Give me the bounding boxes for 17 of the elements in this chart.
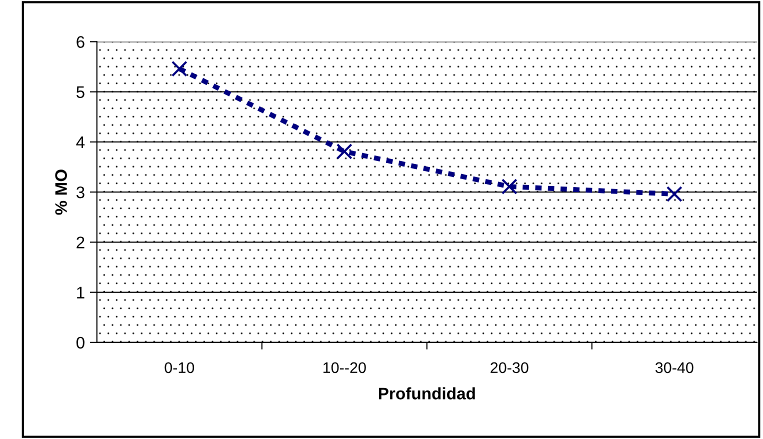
y-tick-label: 0 [76, 336, 84, 349]
y-tick-label: 1 [77, 286, 84, 298]
point [336, 143, 352, 160]
x-tick-label: 30-40 [655, 362, 694, 374]
x-tick-label: 20-30 [490, 362, 528, 374]
point [501, 178, 518, 195]
point [666, 186, 682, 202]
y-tick-label: 6 [76, 36, 84, 48]
x-axis-title: Profundidad [378, 387, 475, 400]
x-tick-label: 10--20 [323, 362, 366, 374]
y-axis-title: % MO [55, 170, 67, 215]
y-tick-label: 2 [76, 236, 84, 248]
y-tick-label: 3 [76, 186, 84, 198]
y-tick-label: 5 [76, 86, 84, 98]
y-tick-label: 4 [76, 136, 85, 148]
x-tick-label: 0-10 [164, 362, 194, 374]
point [171, 60, 188, 77]
